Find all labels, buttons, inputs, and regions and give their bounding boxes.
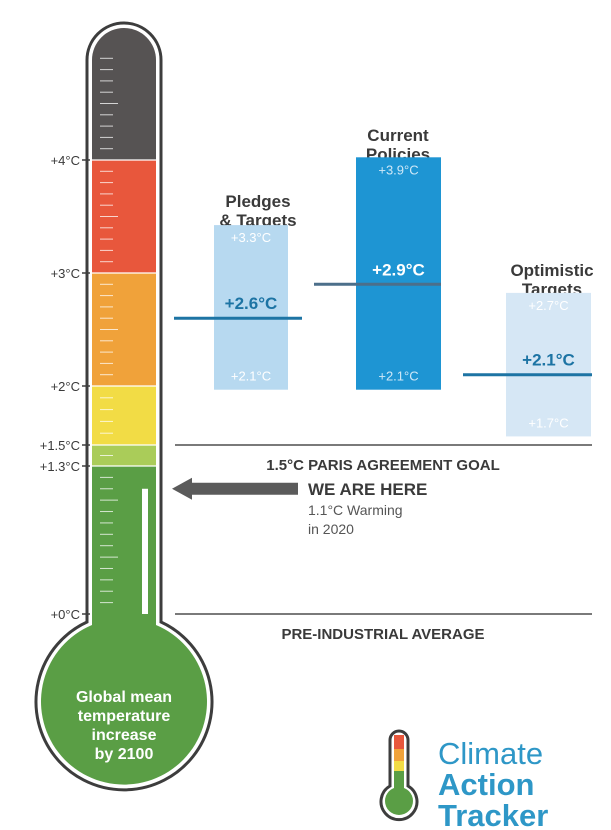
scenario-high-label: +3.3°C [231, 230, 271, 245]
thermometer-scale-marks [100, 57, 148, 614]
logo-band-orange [394, 749, 404, 761]
tick-label: +0°C [51, 607, 80, 622]
current-level-indicator [142, 488, 148, 614]
logo-word-tracker: Tracker [438, 798, 548, 830]
scenario-title: Pledges [225, 192, 290, 211]
reference-rules: 1.5°C PARIS AGREEMENT GOAL PRE-INDUSTRIAL… [175, 444, 592, 643]
scenario-high-label: +3.9°C [378, 162, 418, 177]
tick-label: +1.5°C [40, 438, 80, 453]
logo-band-green [394, 771, 404, 790]
scenario-range-bar [356, 157, 441, 390]
tick-label: +1.3°C [40, 459, 80, 474]
tick-label: +4°C [51, 153, 80, 168]
scenario-high-label: +2.7°C [528, 298, 568, 313]
band-green-bulb [40, 466, 207, 785]
tick-label: +2°C [51, 379, 80, 394]
scenario-central-label: +2.1°C [522, 351, 575, 370]
logo-band-red [394, 735, 404, 749]
logo-word-climate: Climate [438, 736, 543, 771]
we-are-here-subtitle: in 2020 [308, 521, 354, 537]
band-1-3c-1-5c [92, 445, 156, 466]
band-1-5c-2c [92, 386, 156, 445]
reference-line-label: 1.5°C PARIS AGREEMENT GOAL [266, 457, 500, 474]
bulb-caption-line: Global mean [76, 689, 172, 706]
temperature-bands [40, 28, 207, 785]
tick-label: +3°C [51, 266, 80, 281]
tick-labels: +4°C +3°C +2°C +1.5°C +1.3°C +0°C [40, 153, 90, 622]
scenario-central-label: +2.9°C [372, 260, 425, 279]
logo-word-action: Action [438, 767, 534, 802]
scenario-title: Optimistic [510, 261, 593, 280]
scenario-title: Current [367, 126, 429, 145]
bulb-caption-line: temperature [78, 708, 171, 725]
we-are-here-title: WE ARE HERE [308, 480, 427, 499]
bulb-caption-line: increase [92, 727, 157, 744]
we-are-here-subtitle: 1.1°C Warming [308, 502, 403, 518]
we-are-here-arrow [172, 477, 298, 500]
bulb-caption-line: by 2100 [95, 746, 154, 763]
scenario-low-label: +1.7°C [528, 415, 568, 430]
bulb-caption: Global mean temperature increase by 2100 [76, 689, 172, 763]
we-are-here-marker: WE ARE HERE 1.1°C Warming in 2020 [172, 477, 427, 537]
scenario-central-label: +2.6°C [225, 294, 278, 313]
logo-bulb [385, 787, 413, 815]
scenario-bars: Pledges& Targets+3.3°C+2.1°C+2.6°CCurren… [174, 126, 594, 437]
scenario-range-bar [506, 292, 591, 437]
band-above-4c [92, 28, 156, 160]
scenario-low-label: +2.1°C [231, 369, 271, 384]
logo-band-yellow [394, 761, 404, 771]
scenario-range-bar [214, 225, 288, 390]
reference-line-label: PRE-INDUSTRIAL AVERAGE [281, 626, 484, 643]
scenario-low-label: +2.1°C [378, 369, 418, 384]
